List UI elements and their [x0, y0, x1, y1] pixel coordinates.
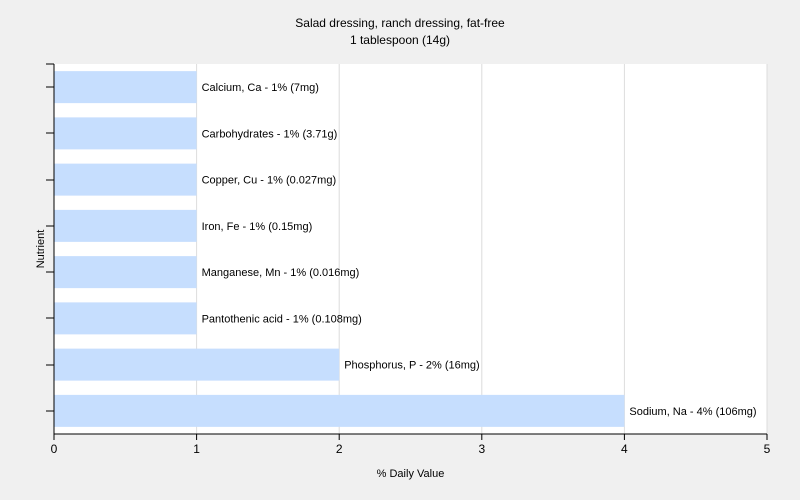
bar-label: Phosphorus, P - 2% (16mg): [344, 360, 480, 372]
bar: [54, 71, 197, 104]
bar-label: Iron, Fe - 1% (0.15mg): [202, 221, 313, 233]
x-axis-title: % Daily Value: [377, 468, 445, 480]
x-tick-label: 3: [478, 442, 485, 456]
bar: [54, 256, 197, 289]
x-tick-label: 5: [764, 442, 771, 456]
bar: [54, 117, 197, 150]
bar: [54, 348, 340, 381]
bar-label: Calcium, Ca - 1% (7mg): [202, 82, 319, 94]
x-tick-label: 1: [193, 442, 200, 456]
x-tick-label: 2: [336, 442, 343, 456]
x-tick-label: 0: [51, 442, 58, 456]
bar: [54, 209, 197, 242]
bar-label: Pantothenic acid - 1% (0.108mg): [202, 313, 362, 325]
x-tick-label: 4: [621, 442, 628, 456]
chart-title: Salad dressing, ranch dressing, fat-free: [295, 16, 505, 30]
chart-subtitle: 1 tablespoon (14g): [349, 33, 451, 47]
bar: [54, 302, 197, 335]
bar: [54, 163, 197, 196]
bar-label: Manganese, Mn - 1% (0.016mg): [202, 267, 360, 279]
bar-label: Sodium, Na - 4% (106mg): [629, 406, 756, 418]
bar-label: Copper, Cu - 1% (0.027mg): [202, 175, 337, 187]
y-axis-title: Nutrient: [35, 230, 47, 269]
bar: [54, 394, 625, 427]
bar-label: Carbohydrates - 1% (3.71g): [202, 128, 338, 140]
